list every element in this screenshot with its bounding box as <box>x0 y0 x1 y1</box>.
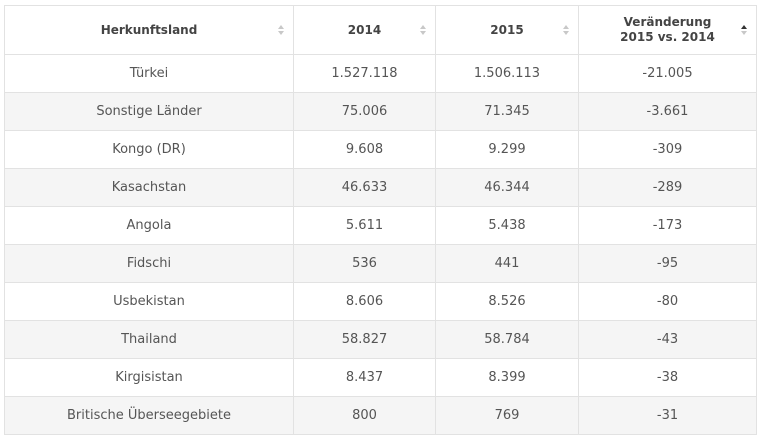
column-header-label: Herkunftsland <box>100 22 198 37</box>
cell-change: -289 <box>578 168 757 207</box>
cell-2015: 1.506.113 <box>435 54 579 93</box>
column-header-veraenderung[interactable]: Veränderung 2015 vs. 2014 <box>578 5 757 55</box>
cell-country: Thailand <box>4 320 294 359</box>
cell-country: Kongo (DR) <box>4 130 294 169</box>
cell-2014: 1.527.118 <box>293 54 436 93</box>
cell-2014: 9.608 <box>293 130 436 169</box>
sort-icon[interactable] <box>562 24 570 36</box>
cell-country: Sonstige Länder <box>4 92 294 131</box>
cell-change: -173 <box>578 206 757 245</box>
column-header-label-line2: 2015 vs. 2014 <box>620 30 715 44</box>
table-row: Kasachstan 46.633 46.344 -289 <box>4 168 757 207</box>
sort-icon[interactable] <box>277 24 285 36</box>
cell-change: -21.005 <box>578 54 757 93</box>
data-table-container: Herkunftsland 2014 2015 <box>4 5 757 435</box>
cell-2015: 46.344 <box>435 168 579 207</box>
cell-country: Kirgisistan <box>4 358 294 397</box>
table-row: Angola 5.611 5.438 -173 <box>4 206 757 245</box>
cell-change: -80 <box>578 282 757 321</box>
table-row: Sonstige Länder 75.006 71.345 -3.661 <box>4 92 757 131</box>
header-row: Herkunftsland 2014 2015 <box>4 5 757 55</box>
cell-2015: 8.399 <box>435 358 579 397</box>
table-row: Kongo (DR) 9.608 9.299 -309 <box>4 130 757 169</box>
cell-2015: 5.438 <box>435 206 579 245</box>
cell-2015: 441 <box>435 244 579 283</box>
table-row: Usbekistan 8.606 8.526 -80 <box>4 282 757 321</box>
cell-2015: 71.345 <box>435 92 579 131</box>
column-header-label: 2015 <box>490 22 524 37</box>
cell-2014: 58.827 <box>293 320 436 359</box>
sort-icon[interactable] <box>419 24 427 36</box>
cell-change: -38 <box>578 358 757 397</box>
cell-country: Fidschi <box>4 244 294 283</box>
cell-2014: 8.606 <box>293 282 436 321</box>
cell-change: -309 <box>578 130 757 169</box>
cell-country: Usbekistan <box>4 282 294 321</box>
column-header-2014[interactable]: 2014 <box>293 5 436 55</box>
column-header-2015[interactable]: 2015 <box>435 5 579 55</box>
cell-change: -31 <box>578 396 757 435</box>
cell-2015: 9.299 <box>435 130 579 169</box>
cell-2014: 46.633 <box>293 168 436 207</box>
cell-country: Kasachstan <box>4 168 294 207</box>
table-row: Kirgisistan 8.437 8.399 -38 <box>4 358 757 397</box>
cell-2015: 769 <box>435 396 579 435</box>
column-header-label: 2014 <box>347 22 382 37</box>
cell-2014: 5.611 <box>293 206 436 245</box>
column-header-herkunftsland[interactable]: Herkunftsland <box>4 5 294 55</box>
table-row: Britische Überseegebiete 800 769 -31 <box>4 396 757 435</box>
cell-change: -3.661 <box>578 92 757 131</box>
cell-country: Angola <box>4 206 294 245</box>
cell-2015: 8.526 <box>435 282 579 321</box>
cell-2014: 75.006 <box>293 92 436 131</box>
cell-2014: 536 <box>293 244 436 283</box>
cell-country: Türkei <box>4 54 294 93</box>
cell-change: -43 <box>578 320 757 359</box>
table-row: Thailand 58.827 58.784 -43 <box>4 320 757 359</box>
cell-2014: 800 <box>293 396 436 435</box>
table-row: Türkei 1.527.118 1.506.113 -21.005 <box>4 54 757 93</box>
cell-2015: 58.784 <box>435 320 579 359</box>
table-row: Fidschi 536 441 -95 <box>4 244 757 283</box>
cell-country: Britische Überseegebiete <box>4 396 294 435</box>
cell-2014: 8.437 <box>293 358 436 397</box>
cell-change: -95 <box>578 244 757 283</box>
sort-descending-icon[interactable] <box>740 24 748 36</box>
data-table: Herkunftsland 2014 2015 <box>4 5 757 435</box>
column-header-label-line1: Veränderung <box>623 15 712 29</box>
